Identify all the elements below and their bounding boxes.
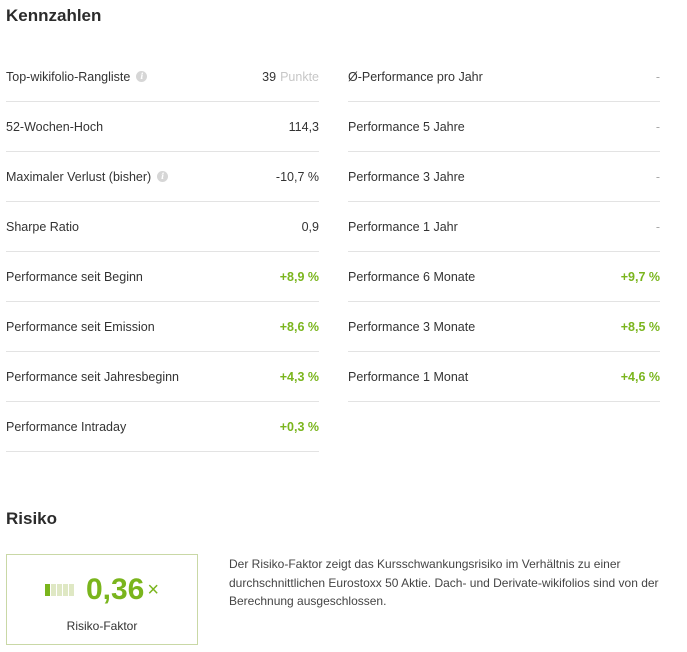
kennzahl-label-text: Performance 3 Monate: [348, 319, 476, 334]
risk-level-segment: [56, 584, 62, 596]
kennzahl-label-text: Ø-Performance pro Jahr: [348, 69, 483, 84]
kennzahl-value: -: [656, 220, 660, 234]
risk-factor-box: 0,36 × Risiko-Faktor: [6, 554, 198, 645]
kennzahl-label-text: Performance seit Jahresbeginn: [6, 369, 180, 384]
kennzahl-value-text: +0,3 %: [279, 419, 319, 434]
kennzahl-row-performance-3-monate: Performance 3 Monate +8,5 %: [348, 302, 660, 352]
kennzahlen-left-column: Top-wikifolio-Rangliste i 39 Punkte 52-Woche…: [6, 52, 319, 452]
info-icon[interactable]: i: [136, 71, 148, 82]
kennzahl-row-performance-seit-beginn: Performance seit Beginn +8,9 %: [6, 252, 319, 302]
kennzahl-label-text: Performance 5 Jahre: [348, 119, 465, 134]
kennzahl-label: Top-wikifolio-Rangliste i: [6, 69, 148, 84]
kennzahl-value-text: 0,9: [301, 219, 319, 234]
kennzahl-row-maximaler-verlust-bisher: Maximaler Verlust (bisher) i -10,7 %: [6, 152, 319, 202]
kennzahl-label: Performance seit Emission: [6, 320, 155, 334]
kennzahl-label: Performance 3 Monate: [348, 320, 475, 334]
risk-factor-label: Risiko-Faktor: [66, 619, 138, 633]
kennzahl-unit: Punkte: [280, 69, 319, 84]
kennzahl-value: +4,6 %: [621, 370, 660, 384]
kennzahl-row-52-wochen-hoch: 52-Wochen-Hoch 114,3: [6, 102, 319, 152]
risk-level-segment: [50, 584, 56, 596]
kennzahl-label-text: 52-Wochen-Hoch: [6, 119, 104, 134]
risk-description: Der Risiko-Faktor zeigt das Kursschwanku…: [229, 557, 659, 608]
kennzahl-label-text: Performance 6 Monate: [348, 269, 476, 284]
kennzahl-row-top-wikifolio-rangliste: Top-wikifolio-Rangliste i 39 Punkte: [6, 52, 319, 102]
kennzahl-value: -10,7 %: [276, 170, 319, 184]
kennzahl-label-text: Top-wikifolio-Rangliste: [6, 69, 131, 84]
kennzahl-value: +0,3 %: [280, 420, 319, 434]
kennzahl-label: Performance seit Jahresbeginn: [6, 370, 179, 384]
kennzahl-label-text: Performance 3 Jahre: [348, 169, 465, 184]
kennzahl-value-text: +8,9 %: [279, 269, 319, 284]
kennzahl-label: Ø-Performance pro Jahr: [348, 70, 483, 84]
risk-level-segment: [44, 584, 50, 596]
kennzahl-value-text: -10,7 %: [275, 169, 319, 184]
kennzahl-label-text: Sharpe Ratio: [6, 219, 79, 234]
kennzahl-label: Sharpe Ratio: [6, 220, 79, 234]
kennzahl-row-performance-seit-emission: Performance seit Emission +8,6 %: [6, 302, 319, 352]
kennzahl-label: Performance seit Beginn: [6, 270, 143, 284]
kennzahl-value-text: +4,6 %: [620, 369, 660, 384]
kennzahlen-title: Kennzahlen: [6, 6, 102, 25]
kennzahl-row-performance-6-monate: Performance 6 Monate +9,7 %: [348, 252, 660, 302]
kennzahl-label: Performance 3 Jahre: [348, 170, 465, 184]
kennzahl-value: +8,6 %: [280, 320, 319, 334]
kennzahl-value: -: [656, 70, 660, 84]
kennzahl-value: 114,3: [289, 120, 319, 134]
kennzahl-value-text: -: [655, 119, 660, 134]
risk-level-segment: [62, 584, 68, 596]
multiplier-icon: ×: [147, 579, 160, 601]
risk-level-indicator: [44, 584, 74, 596]
kennzahl-value: +8,9 %: [280, 270, 319, 284]
kennzahl-label: Performance Intraday: [6, 420, 126, 434]
kennzahl-value-text: +8,6 %: [279, 319, 319, 334]
kennzahl-value: -: [656, 170, 660, 184]
kennzahl-value-text: -: [655, 219, 660, 234]
kennzahl-row-performance-intraday: Performance Intraday +0,3 %: [6, 402, 319, 452]
kennzahl-row-performance-3-jahre: Performance 3 Jahre -: [348, 152, 660, 202]
kennzahl-row-performance-seit-jahresbeginn: Performance seit Jahresbeginn +4,3 %: [6, 352, 319, 402]
kennzahl-value-text: 114,3: [288, 119, 319, 134]
kennzahl-value: +8,5 %: [621, 320, 660, 334]
kennzahl-value-text: +9,7 %: [620, 269, 660, 284]
kennzahl-label: Performance 5 Jahre: [348, 120, 465, 134]
kennzahl-row-sharpe-ratio: Sharpe Ratio 0,9: [6, 202, 319, 252]
kennzahl-row-performance-1-jahr: Performance 1 Jahr -: [348, 202, 660, 252]
kennzahl-label: Performance 1 Jahr: [348, 220, 458, 234]
kennzahl-label: 52-Wochen-Hoch: [6, 120, 103, 134]
kennzahl-value: +4,3 %: [280, 370, 319, 384]
kennzahl-value: 39 Punkte: [262, 70, 319, 84]
kennzahl-label: Maximaler Verlust (bisher) i: [6, 169, 169, 184]
kennzahl-value-text: +4,3 %: [279, 369, 319, 384]
kennzahl-label-text: Performance seit Emission: [6, 319, 155, 334]
kennzahl-value-text: 39: [262, 69, 277, 84]
kennzahl-value-text: -: [655, 69, 660, 84]
kennzahl-row-performance-5-jahre: Performance 5 Jahre -: [348, 102, 660, 152]
kennzahl-label: Performance 6 Monate: [348, 270, 475, 284]
kennzahl-row-o-performance-pro-jahr: Ø-Performance pro Jahr -: [348, 52, 660, 102]
kennzahl-label-text: Performance 1 Monat: [348, 369, 469, 384]
kennzahlen-right-column: Ø-Performance pro Jahr - Performance 5 Jah…: [348, 52, 660, 402]
kennzahl-label-text: Performance 1 Jahr: [348, 219, 458, 234]
risiko-title: Risiko: [6, 509, 58, 528]
kennzahl-label-text: Performance seit Beginn: [6, 269, 143, 284]
kennzahl-value: +9,7 %: [621, 270, 660, 284]
risk-factor-value: 0,36: [85, 573, 145, 606]
kennzahl-value: 0,9: [302, 220, 319, 234]
info-icon[interactable]: i: [157, 171, 169, 182]
kennzahl-value-text: +8,5 %: [620, 319, 660, 334]
risk-level-segment: [68, 584, 74, 596]
kennzahl-label-text: Performance Intraday: [6, 419, 127, 434]
kennzahl-label: Performance 1 Monat: [348, 370, 468, 384]
kennzahl-label-text: Maximaler Verlust (bisher): [6, 169, 152, 184]
kennzahl-value-text: -: [655, 169, 660, 184]
kennzahl-row-performance-1-monat: Performance 1 Monat +4,6 %: [348, 352, 660, 402]
kennzahl-value: -: [656, 120, 660, 134]
